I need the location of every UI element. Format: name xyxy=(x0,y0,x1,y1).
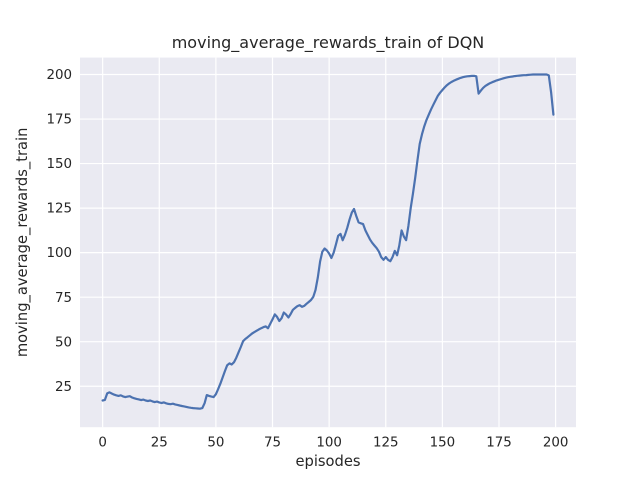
y-tick-label-125: 125 xyxy=(46,202,72,217)
y-tick-label-200: 200 xyxy=(46,68,72,83)
x-tick-label-100: 100 xyxy=(316,436,342,451)
x-tick-labels: 0 25 50 75 100 125 150 175 200 xyxy=(98,436,568,451)
y-tick-label-100: 100 xyxy=(46,246,72,261)
y-tick-label-75: 75 xyxy=(55,291,72,306)
x-tick-label-175: 175 xyxy=(486,436,512,451)
x-tick-label-0: 0 xyxy=(98,436,107,451)
data-line-dqn xyxy=(101,73,555,410)
x-tick-label-75: 75 xyxy=(264,436,281,451)
chart-title: moving_average_rewards_train of DQN xyxy=(172,33,485,53)
y-tick-label-150: 150 xyxy=(46,157,72,172)
x-tick-label-150: 150 xyxy=(430,436,456,451)
y-tick-label-25: 25 xyxy=(55,380,72,395)
x-axis-label: episodes xyxy=(295,453,360,470)
y-axis-label: moving_average_rewards_train xyxy=(14,128,31,358)
y-tick-labels: 25 50 75 100 125 150 175 200 xyxy=(46,68,72,395)
x-tick-label-125: 125 xyxy=(373,436,399,451)
y-tick-label-175: 175 xyxy=(46,113,72,128)
x-tick-label-50: 50 xyxy=(207,436,224,451)
x-tick-label-200: 200 xyxy=(543,436,569,451)
y-tick-label-50: 50 xyxy=(55,335,72,350)
plot-area xyxy=(80,57,576,428)
x-tick-label-25: 25 xyxy=(151,436,168,451)
